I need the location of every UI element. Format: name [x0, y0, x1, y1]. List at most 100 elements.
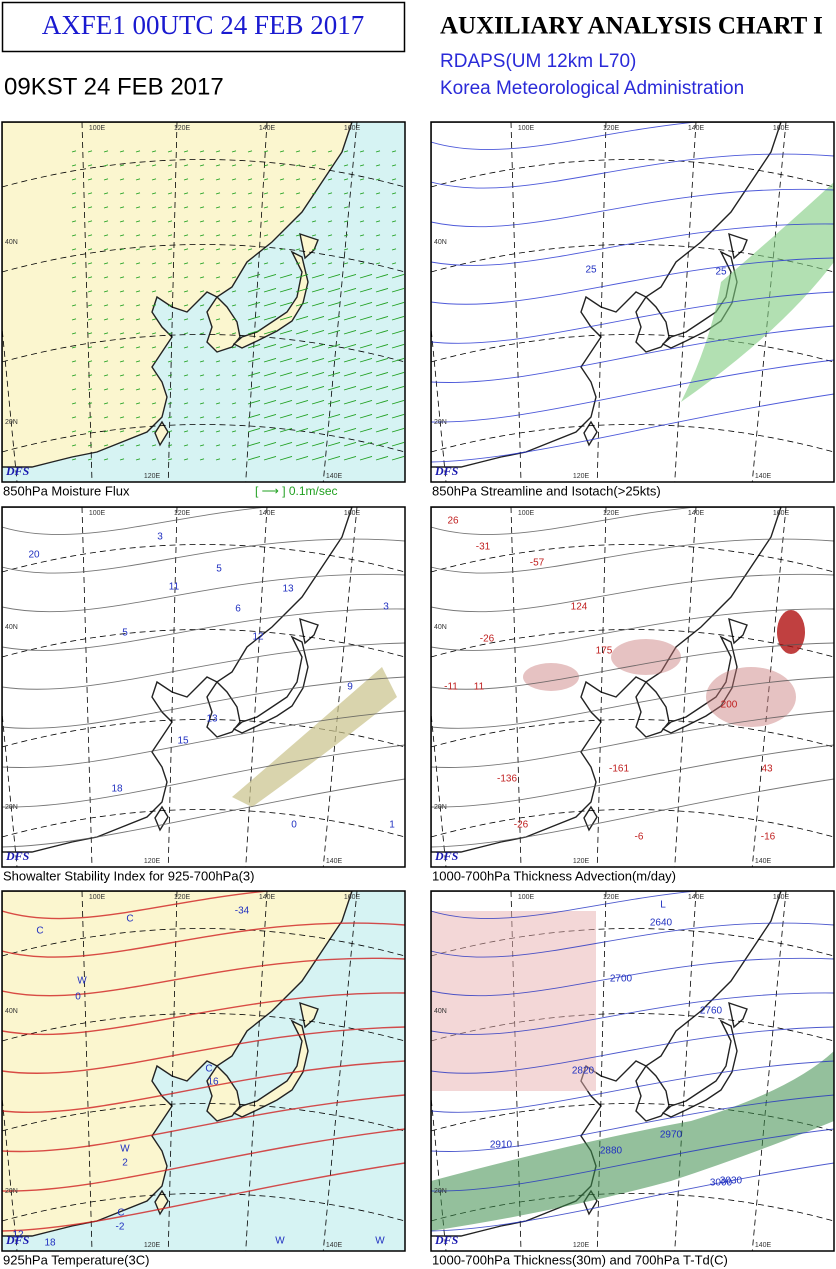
- flux-arrow: [295, 220, 301, 223]
- flux-arrow: [327, 357, 341, 363]
- map-label: 25: [585, 265, 597, 276]
- flux-arrow: [375, 343, 389, 349]
- flux-arrow: [135, 178, 141, 181]
- flux-arrow: [199, 234, 205, 237]
- contour: [431, 1162, 834, 1232]
- flux-arrow: [199, 290, 205, 293]
- flux-arrow: [103, 304, 109, 307]
- lon-label: 120E: [144, 858, 161, 865]
- flux-arrow: [167, 304, 173, 307]
- flux-arrow: [263, 234, 269, 237]
- lon-label: 140E: [326, 473, 343, 480]
- flux-arrow: [87, 318, 93, 321]
- map-label: 13: [282, 584, 294, 595]
- flux-arrow: [199, 206, 205, 209]
- flux-arrow: [231, 304, 237, 307]
- flux-arrow: [311, 371, 325, 377]
- flux-arrow: [87, 164, 93, 167]
- flux-arrow: [391, 164, 397, 167]
- flux-arrow: [295, 315, 309, 321]
- map-label: 43: [761, 764, 773, 775]
- map-label: 0: [75, 992, 81, 1003]
- flux-arrow: [311, 455, 325, 461]
- flux-arrow: [343, 178, 349, 181]
- flux-arrow: [391, 262, 397, 265]
- logo: DFS: [434, 1233, 459, 1247]
- flux-arrow: [295, 178, 301, 181]
- flux-arrow: [71, 276, 77, 279]
- lon-label: 160E: [344, 894, 361, 901]
- flux-arrow: [135, 192, 141, 195]
- flux-arrow: [135, 360, 141, 363]
- flux-arrow: [135, 206, 141, 209]
- flux-arrow: [119, 234, 125, 237]
- map-panel: 100E 120E 140E 160E 40N 20N 120E 140E 25 25 DFS: [430, 121, 835, 483]
- flux-arrow: [391, 206, 397, 209]
- map-label: 18: [111, 784, 123, 795]
- flux-arrow: [327, 455, 341, 461]
- flux-arrow: [359, 234, 365, 237]
- flux-arrow: [375, 150, 381, 153]
- flux-arrow: [231, 262, 237, 265]
- flux-arrow: [247, 427, 261, 433]
- flux-arrow: [375, 248, 381, 251]
- flux-arrow: [183, 164, 189, 167]
- contour: [431, 778, 834, 848]
- flux-arrow: [231, 332, 237, 335]
- flux-arrow: [279, 315, 293, 321]
- flux-arrow: [263, 178, 269, 181]
- flux-arrow: [199, 318, 205, 321]
- flux-arrow: [183, 304, 189, 307]
- flux-arrow: [135, 276, 141, 279]
- map-label: 0: [291, 820, 297, 831]
- flux-arrow: [359, 301, 373, 307]
- contour: [431, 538, 834, 574]
- flux-arrow: [375, 441, 389, 447]
- flux-arrow: [247, 301, 261, 307]
- flux-arrow: [87, 206, 93, 209]
- map-label: 6: [235, 604, 241, 615]
- map-label: C: [126, 914, 133, 925]
- flux-arrow: [391, 192, 397, 195]
- flux-arrow: [263, 399, 277, 405]
- lon-label: 140E: [755, 858, 772, 865]
- flux-arrow: [183, 206, 189, 209]
- flux-arrow: [359, 371, 373, 377]
- land: [206, 1064, 241, 1122]
- map-label: 3: [383, 602, 389, 613]
- flux-arrow: [87, 220, 93, 223]
- meridian: [81, 507, 93, 867]
- flux-arrow: [87, 374, 93, 377]
- map-label: W: [120, 1144, 130, 1155]
- flux-arrow: [247, 441, 261, 447]
- flux-arrow: [311, 343, 325, 349]
- map-label: 12: [252, 632, 264, 643]
- lon-label: 120E: [603, 510, 620, 517]
- flux-arrow: [215, 458, 221, 461]
- flux-arrow: [391, 287, 405, 293]
- map-label: C: [205, 1064, 212, 1075]
- map-label: 2970: [660, 1130, 683, 1141]
- flux-arrow: [247, 385, 261, 391]
- map-label: -16: [761, 832, 776, 843]
- flux-arrow: [151, 220, 157, 223]
- flux-arrow: [295, 206, 301, 209]
- flux-arrow: [87, 262, 93, 265]
- flux-arrow: [103, 276, 109, 279]
- flux-arrow: [327, 441, 341, 447]
- land: [728, 232, 748, 260]
- flux-arrow: [135, 402, 141, 405]
- flux-arrow: [279, 329, 293, 335]
- flux-arrow: [343, 192, 349, 195]
- contour: [431, 507, 834, 536]
- parallel: [2, 159, 405, 188]
- contour: [431, 188, 834, 228]
- flux-arrow: [87, 402, 93, 405]
- flux-arrow: [327, 287, 341, 293]
- flux-arrow: [71, 444, 77, 447]
- map-label: 1: [389, 820, 395, 831]
- flux-arrow: [183, 178, 189, 181]
- meridian: [245, 122, 268, 482]
- logo: DFS: [5, 849, 30, 863]
- flux-arrow: [311, 315, 325, 321]
